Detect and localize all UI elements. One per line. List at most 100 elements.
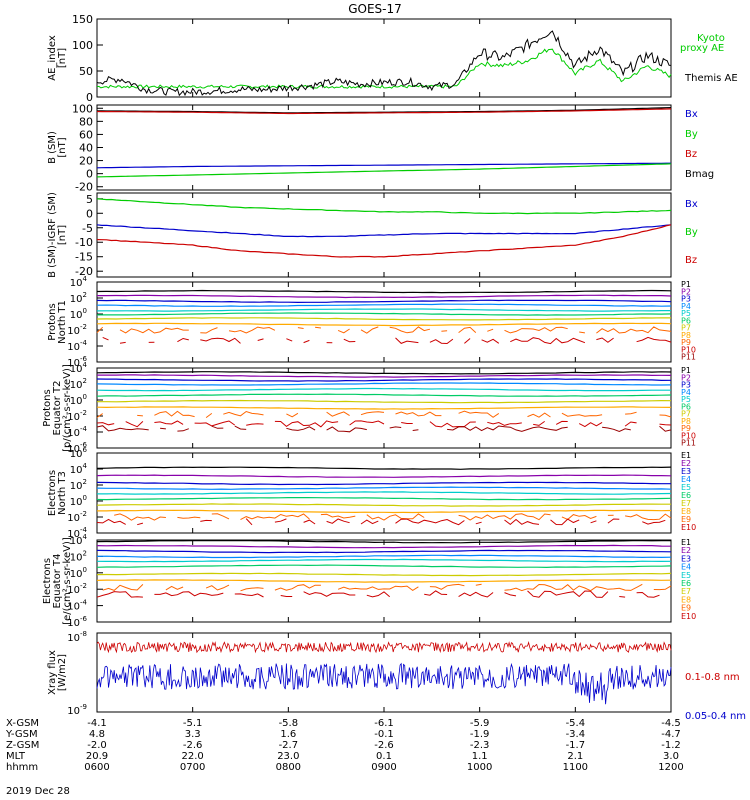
channel-trace — [349, 420, 385, 426]
y-tick-label: 50 — [79, 65, 93, 78]
legend-bz: Bz — [685, 255, 697, 266]
ephemeris-value: -1.2 — [661, 740, 681, 751]
legend-e1: E1 — [681, 451, 691, 460]
y-tick-label: 40 — [79, 142, 93, 155]
y-tick-label: 10-6 — [67, 615, 87, 629]
y-tick-label: -20 — [75, 265, 93, 278]
channel-trace — [366, 513, 425, 521]
channel-trace — [96, 549, 672, 554]
channel-trace — [320, 513, 356, 519]
channel-trace — [366, 591, 391, 598]
channel-trace — [395, 518, 465, 526]
channel-trace — [504, 592, 517, 597]
channel-trace — [303, 591, 356, 597]
channel-trace — [137, 522, 144, 526]
channel-trace — [389, 426, 402, 429]
channel-trace — [527, 590, 609, 598]
y-tick-label: 10-6 — [67, 441, 87, 455]
channel-trace — [96, 486, 672, 490]
ephemeris-value: -2.3 — [469, 740, 490, 751]
channel-trace — [303, 519, 316, 525]
channel-trace — [343, 338, 356, 343]
channel-trace — [97, 399, 672, 404]
ephemeris-value: 0800 — [275, 762, 302, 773]
channel-trace — [636, 591, 660, 598]
legend-bmag: Bmag — [685, 169, 714, 180]
channel-trace — [602, 426, 631, 433]
channel-trace — [561, 514, 597, 520]
channel-trace — [96, 413, 103, 418]
legend-e2: E2 — [681, 459, 691, 468]
ephemeris-value: -2.6 — [182, 740, 203, 751]
ephemeris-value: 3.3 — [184, 729, 201, 740]
channel-trace — [429, 583, 465, 590]
ephemeris-value: 4.8 — [89, 729, 105, 740]
legend-p2: P2 — [681, 373, 691, 382]
legend-p7: P7 — [681, 324, 691, 333]
channel-trace — [234, 425, 247, 430]
y-axis-label: [nT] — [57, 48, 68, 68]
y-tick-label: 10-4 — [67, 526, 87, 540]
date-label: 2019 Dec 28 — [6, 786, 70, 797]
y-tick-label: 100 — [72, 39, 93, 52]
ephemeris-value: 0600 — [84, 762, 110, 773]
legend-e2: E2 — [681, 546, 691, 555]
ephemeris-value: -5.1 — [182, 718, 203, 729]
channel-trace — [154, 591, 224, 597]
panel-frame-6 — [96, 452, 672, 534]
ephemeris-value: 20.9 — [85, 751, 109, 762]
legend-e4: E4 — [681, 563, 691, 572]
legend-bx: Bx — [685, 109, 698, 120]
channel-trace — [228, 326, 276, 334]
channel-trace — [96, 503, 671, 507]
ephemeris-row-label: Z-GSM — [6, 740, 40, 751]
channel-trace — [389, 326, 431, 334]
legend-p9: P9 — [681, 424, 691, 433]
chart-title: GOES-17 — [348, 2, 402, 16]
series-line-kyoto-proxy-ae — [96, 48, 672, 89]
legend-proxy-ae: proxy AE — [680, 43, 724, 54]
channel-trace — [315, 326, 321, 329]
series-line-themis-ae — [96, 30, 672, 97]
channel-trace — [96, 579, 672, 583]
channel-trace — [177, 516, 201, 519]
channel-trace — [102, 336, 109, 341]
ephemeris-value: 1100 — [562, 762, 589, 773]
series-line-bmag — [97, 107, 672, 114]
channel-trace — [274, 584, 321, 591]
series-line-by — [96, 163, 672, 178]
channel-trace — [504, 326, 568, 334]
legend-e1: E1 — [681, 538, 691, 547]
channel-trace — [360, 519, 379, 525]
y-tick-label: 100 — [70, 494, 87, 508]
legend-e9: E9 — [681, 515, 691, 524]
channel-trace — [96, 558, 672, 563]
channel-trace — [125, 421, 144, 428]
y-axis-label: Equator T2 — [52, 381, 63, 436]
legend-p8: P8 — [681, 331, 691, 340]
y-tick-label: 10-4 — [67, 425, 87, 439]
ephemeris-value: -3.4 — [565, 729, 586, 740]
ephemeris-value: 1.6 — [280, 729, 297, 740]
y-tick-label: 10-6 — [67, 355, 87, 369]
channel-trace — [360, 411, 385, 416]
y-tick-label: 0 — [86, 207, 93, 220]
legend-p7: P7 — [681, 410, 691, 419]
y-tick-label: -10 — [75, 236, 93, 249]
channel-trace — [96, 406, 672, 410]
ephemeris-value: -4.7 — [661, 729, 681, 740]
y-axis-label: North T3 — [57, 471, 68, 515]
ephemeris-value: -4.5 — [661, 718, 681, 729]
channel-trace — [590, 520, 597, 524]
channel-trace — [97, 509, 672, 514]
legend-p8: P8 — [681, 417, 691, 426]
ephemeris-value: 0.1 — [376, 751, 392, 762]
y-tick-label: -5 — [82, 222, 93, 235]
channel-trace — [97, 294, 672, 299]
channel-trace — [211, 425, 224, 429]
channel-trace — [211, 513, 230, 520]
legend-e10: E10 — [681, 612, 696, 621]
channel-trace — [119, 327, 189, 334]
channel-trace — [326, 411, 350, 417]
